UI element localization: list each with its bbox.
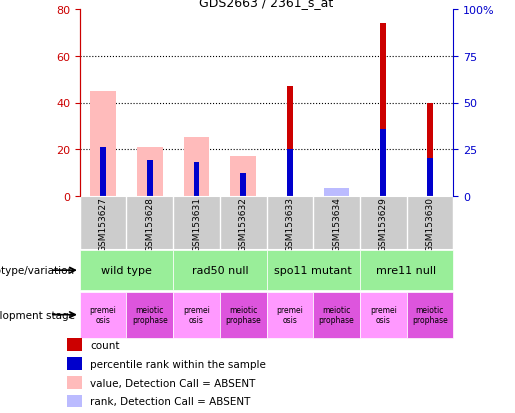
Text: GSM153631: GSM153631 [192,196,201,251]
Bar [184,138,209,196]
Bar [267,251,360,290]
Text: rad50 null: rad50 null [192,266,248,275]
Bar [241,174,246,196]
Text: premei
osis: premei osis [183,305,210,325]
Text: GSM153627: GSM153627 [99,196,108,251]
Text: meiotic
prophase: meiotic prophase [132,305,168,325]
Text: percentile rank within the sample: percentile rank within the sample [90,359,266,369]
Bar [90,92,116,196]
Text: premei
osis: premei osis [370,305,397,325]
Bar [267,292,313,338]
Bar [194,163,199,196]
Bar [427,159,433,196]
Text: mre11 null: mre11 null [376,266,437,275]
Bar [313,292,360,338]
Bar [360,251,453,290]
Text: genotype/variation: genotype/variation [0,266,75,275]
Bar [67,358,82,370]
Bar [67,395,82,408]
Bar [80,292,127,338]
Text: premei
osis: premei osis [277,305,303,325]
Bar [360,292,406,338]
Bar [381,129,386,196]
Text: meiotic
prophase: meiotic prophase [319,305,354,325]
Text: GSM153632: GSM153632 [238,196,248,251]
Bar [230,157,256,196]
Bar [100,148,106,196]
Bar [241,175,246,196]
Bar [173,292,220,338]
Bar [80,251,173,290]
Bar [381,24,386,196]
Text: count: count [90,340,119,350]
Text: spo11 mutant: spo11 mutant [274,266,352,275]
Text: rank, Detection Call = ABSENT: rank, Detection Call = ABSENT [90,396,250,406]
Title: GDS2663 / 2361_s_at: GDS2663 / 2361_s_at [199,0,334,9]
Bar [173,251,267,290]
Bar [287,150,293,196]
Text: GSM153634: GSM153634 [332,196,341,251]
Text: value, Detection Call = ABSENT: value, Detection Call = ABSENT [90,378,255,388]
Bar [406,292,453,338]
Text: wild type: wild type [101,266,152,275]
Text: meiotic
prophase: meiotic prophase [225,305,261,325]
Bar [127,292,173,338]
Text: premei
osis: premei osis [90,305,116,325]
Text: development stage: development stage [0,310,75,320]
Bar [287,87,293,196]
Bar [324,189,349,196]
Text: GSM153630: GSM153630 [425,196,434,251]
Bar [67,339,82,351]
Bar [427,103,433,196]
Bar [220,292,267,338]
Bar [67,377,82,389]
Text: GSM153629: GSM153629 [379,196,388,251]
Text: GSM153628: GSM153628 [145,196,154,251]
Bar [137,147,163,196]
Bar [147,161,152,196]
Text: GSM153633: GSM153633 [285,196,295,251]
Text: meiotic
prophase: meiotic prophase [412,305,448,325]
